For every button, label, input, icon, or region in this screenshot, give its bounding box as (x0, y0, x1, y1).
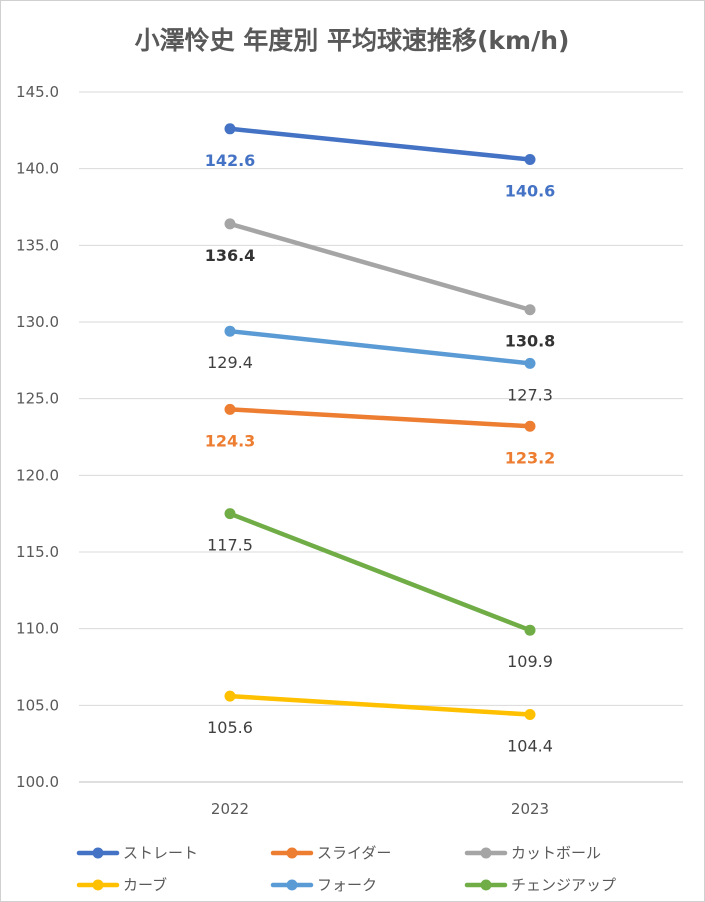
data-label: 123.2 (505, 448, 556, 467)
legend-label: カットボール (511, 844, 601, 862)
data-label: 109.9 (507, 652, 553, 671)
data-labels: 142.6 140.6 124.3 123.2 136.4 130.8 105.6 104.4… (205, 151, 556, 756)
legend-entry: チェンジアップ (464, 876, 616, 894)
y-tick-label: 140.0 (16, 160, 59, 178)
data-label: 130.8 (505, 332, 556, 351)
legend-entry: カーブ (76, 876, 167, 894)
series-line (227, 407, 533, 429)
data-label: 140.6 (505, 181, 556, 200)
data-point (224, 403, 236, 415)
legend-swatch-marker (92, 879, 104, 891)
series-6 (224, 508, 536, 636)
legend-swatch-marker (286, 879, 298, 891)
y-tick-label: 100.0 (16, 773, 59, 791)
legend-swatch-marker (286, 847, 298, 859)
legend-entry: スライダー (270, 844, 391, 862)
data-point (224, 508, 236, 520)
legend-entry: ストレート (76, 844, 198, 862)
gridlines (79, 91, 683, 783)
series-line (227, 693, 533, 717)
y-tick-label: 135.0 (16, 236, 59, 254)
legend-swatch-marker (480, 847, 492, 859)
y-tick-label: 110.0 (16, 620, 59, 638)
y-tick-label: 145.0 (16, 83, 59, 101)
data-point (524, 304, 536, 316)
y-tick-label: 105.0 (16, 696, 59, 714)
chart-title: 小澤怜史 年度別 平均球速推移(km/h) (135, 26, 570, 55)
legend-label: フォーク (317, 876, 377, 894)
data-label: 105.6 (207, 718, 253, 737)
data-point (224, 690, 236, 702)
legend-label: ストレート (123, 844, 198, 862)
series-lines (224, 123, 536, 721)
x-axis-ticks: 2022 2023 (211, 800, 549, 818)
series-line (227, 328, 533, 366)
series-line (227, 126, 533, 162)
series-line (227, 221, 533, 312)
data-point (224, 218, 236, 230)
legend-label: スライダー (317, 844, 391, 862)
data-point (524, 357, 536, 369)
series-4 (224, 690, 536, 721)
series-3 (224, 218, 536, 316)
data-label: 142.6 (205, 151, 256, 170)
data-label: 136.4 (205, 246, 256, 265)
series-5 (224, 325, 536, 369)
series-1 (224, 123, 536, 165)
data-label: 124.3 (205, 431, 256, 450)
legend-label: カーブ (123, 876, 167, 894)
series-line (227, 511, 533, 633)
y-tick-label: 125.0 (16, 390, 59, 408)
y-axis-ticks: 100.0 105.0 110.0 115.0 120.0 125.0 130.0 135.0… (16, 83, 59, 791)
series-2 (224, 403, 536, 432)
legend-swatch-marker (92, 847, 104, 859)
data-point (524, 624, 536, 636)
data-point (524, 709, 536, 721)
data-label: 104.4 (507, 737, 553, 756)
data-label: 129.4 (207, 353, 253, 372)
y-tick-label: 115.0 (16, 543, 59, 561)
data-point (224, 325, 236, 337)
y-tick-label: 130.0 (16, 313, 59, 331)
legend-entry: カットボール (464, 844, 601, 862)
legend-swatch-marker (480, 879, 492, 891)
data-label: 127.3 (507, 385, 553, 404)
data-point (224, 123, 236, 135)
x-tick-label: 2022 (211, 800, 249, 818)
data-point (524, 153, 536, 165)
data-label: 117.5 (207, 536, 253, 555)
y-tick-label: 120.0 (16, 466, 59, 484)
x-tick-label: 2023 (511, 800, 549, 818)
legend-entry: フォーク (270, 876, 377, 894)
data-point (524, 420, 536, 432)
legend-label: チェンジアップ (511, 876, 616, 894)
